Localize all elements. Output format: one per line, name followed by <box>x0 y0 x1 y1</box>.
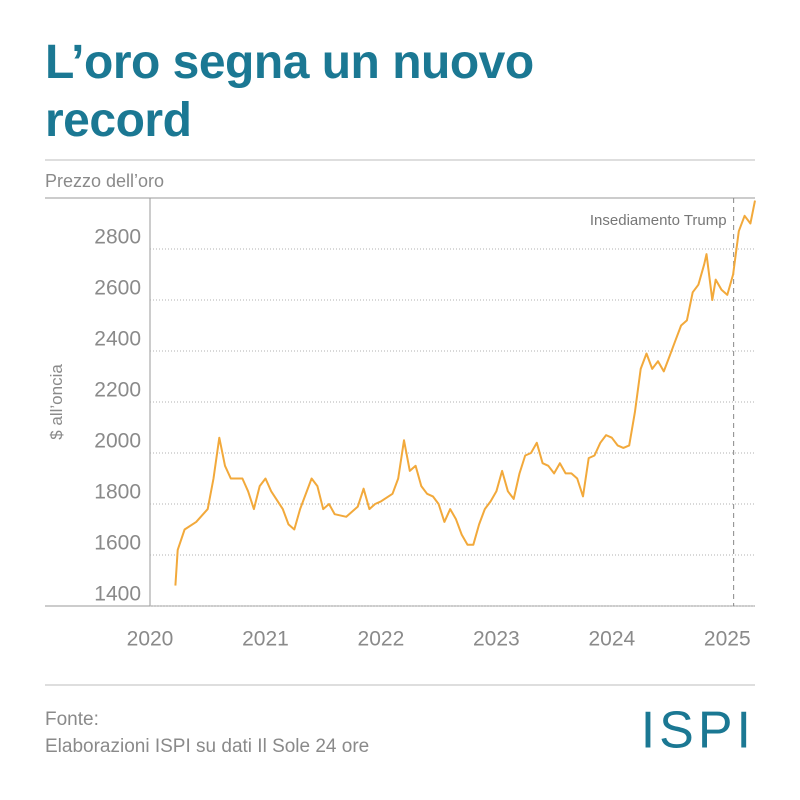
y-axis-label: $ all’oncia <box>47 364 66 440</box>
y-tick-label: 2000 <box>94 430 141 453</box>
x-tick-label: 2020 <box>127 628 174 651</box>
y-tick-label: 2400 <box>94 328 141 351</box>
chart-subtitle: Prezzo dell’oro <box>45 171 164 191</box>
logo: ISPI <box>641 702 755 760</box>
source-label: Fonte: <box>45 709 99 730</box>
x-tick-label: 2023 <box>473 628 520 651</box>
y-tick-label: 2600 <box>94 277 141 300</box>
price-line <box>174 200 756 586</box>
y-tick-label: 1600 <box>94 532 141 555</box>
chart-title: L’oro segna un nuovo record <box>45 36 534 147</box>
x-tick-label: 2025 <box>704 628 751 651</box>
x-tick-label: 2024 <box>588 628 635 651</box>
y-tick-label: 1400 <box>94 583 141 606</box>
y-tick-label: 2200 <box>94 379 141 402</box>
y-tick-label: 2800 <box>94 226 141 249</box>
annotation: Insediamento Trump <box>590 212 727 229</box>
x-tick-label: 2021 <box>242 628 289 651</box>
source: Elaborazioni ISPI su dati Il Sole 24 ore <box>45 736 369 757</box>
y-tick-label: 1800 <box>94 481 141 504</box>
x-tick-label: 2022 <box>358 628 405 651</box>
